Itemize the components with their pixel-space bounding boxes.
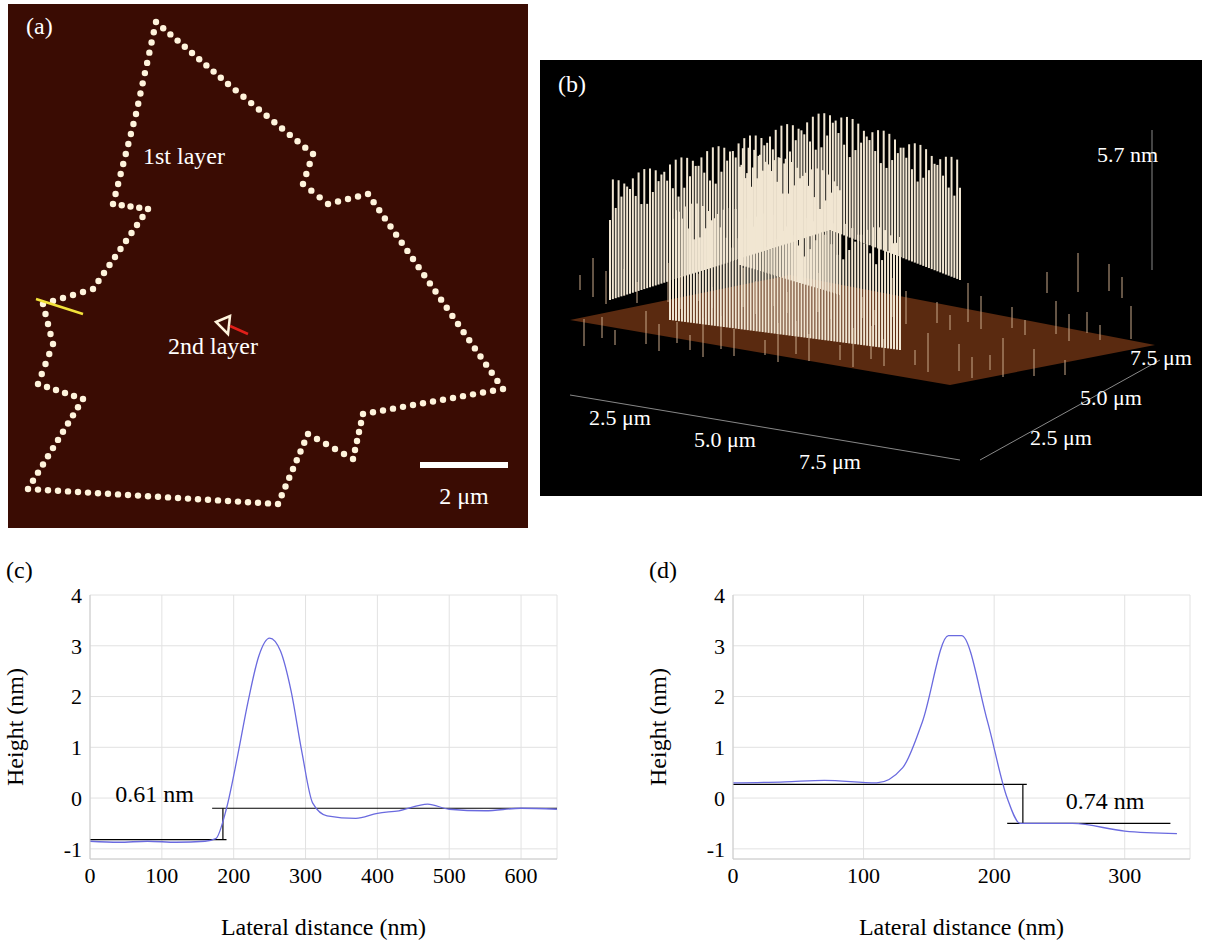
svg-text:(b): (b) — [558, 71, 586, 97]
svg-text:4: 4 — [714, 583, 725, 608]
svg-text:7.5 μm: 7.5 μm — [799, 449, 861, 474]
svg-text:-1: -1 — [64, 837, 82, 862]
svg-text:3: 3 — [71, 634, 82, 659]
svg-text:5.0 μm: 5.0 μm — [694, 427, 756, 452]
svg-text:0.61 nm: 0.61 nm — [115, 781, 194, 807]
svg-text:(a): (a) — [26, 13, 53, 39]
svg-text:5.7 nm: 5.7 nm — [1097, 142, 1158, 167]
svg-text:0: 0 — [71, 786, 82, 811]
svg-text:0: 0 — [85, 863, 96, 888]
svg-text:0: 0 — [714, 786, 725, 811]
svg-text:2: 2 — [71, 684, 82, 709]
svg-text:0.74 nm: 0.74 nm — [1066, 788, 1145, 814]
svg-text:1st layer: 1st layer — [143, 143, 225, 169]
svg-text:2.5 μm: 2.5 μm — [1030, 425, 1092, 450]
svg-text:500: 500 — [433, 863, 466, 888]
svg-text:Lateral distance (nm): Lateral distance (nm) — [221, 914, 426, 940]
svg-text:Height (nm): Height (nm) — [2, 668, 28, 786]
svg-text:0: 0 — [728, 863, 739, 888]
svg-text:2 μm: 2 μm — [439, 483, 489, 509]
svg-text:200: 200 — [978, 863, 1011, 888]
svg-text:200: 200 — [217, 863, 250, 888]
svg-text:2: 2 — [714, 684, 725, 709]
svg-text:1: 1 — [71, 735, 82, 760]
html-text:(d): (d) — [649, 557, 677, 583]
svg-text:3: 3 — [714, 634, 725, 659]
svg-text:300: 300 — [1108, 863, 1141, 888]
svg-text:5.0 μm: 5.0 μm — [1080, 385, 1142, 410]
svg-text:-1: -1 — [707, 837, 725, 862]
svg-text:Lateral distance (nm): Lateral distance (nm) — [859, 914, 1064, 940]
svg-text:1: 1 — [714, 735, 725, 760]
svg-text:2.5 μm: 2.5 μm — [589, 405, 651, 430]
svg-text:7.5 μm: 7.5 μm — [1130, 345, 1192, 370]
svg-text:300: 300 — [289, 863, 322, 888]
svg-text:2nd layer: 2nd layer — [168, 333, 258, 359]
svg-text:Height (nm): Height (nm) — [645, 668, 671, 786]
svg-text:400: 400 — [361, 863, 394, 888]
svg-text:600: 600 — [505, 863, 538, 888]
html-text:(c): (c) — [6, 557, 33, 583]
svg-text:100: 100 — [145, 863, 178, 888]
svg-text:100: 100 — [847, 863, 880, 888]
svg-text:4: 4 — [71, 583, 82, 608]
